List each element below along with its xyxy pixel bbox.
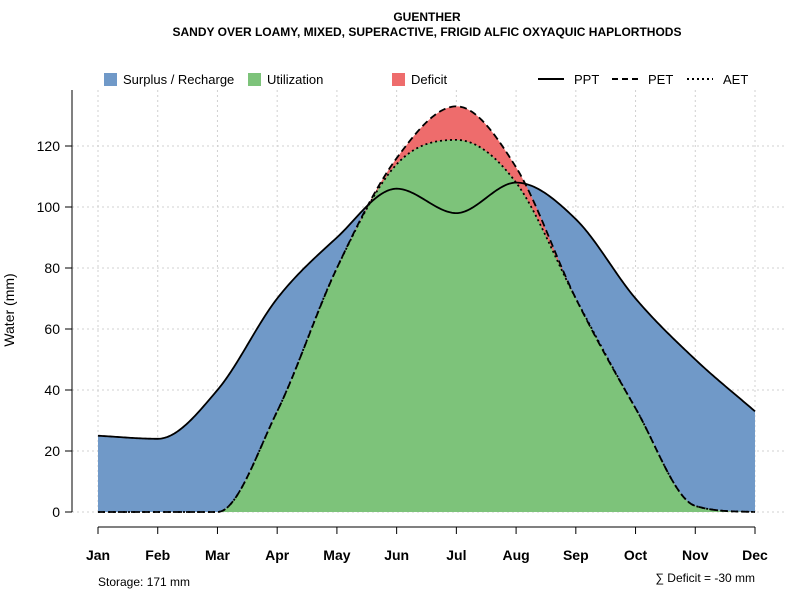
x-tick-label: Feb [145, 547, 170, 563]
y-tick-label: 60 [44, 321, 60, 337]
chart-subtitle: SANDY OVER LOAMY, MIXED, SUPERACTIVE, FR… [173, 25, 682, 39]
y-tick-label: 0 [52, 504, 60, 520]
deficit-annotation: ∑ Deficit = -30 mm [655, 571, 755, 585]
legend-label: Deficit [411, 72, 448, 87]
aet-line [98, 138, 756, 513]
series-lines [97, 105, 756, 513]
y-tick-label: 120 [37, 138, 61, 154]
legend-swatch [104, 73, 117, 86]
x-tick-label: Jan [86, 547, 110, 563]
x-tick-label: Nov [682, 547, 709, 563]
y-tick-label: 80 [44, 260, 60, 276]
x-tick-label: Apr [265, 547, 290, 563]
x-tick-label: Mar [205, 547, 230, 563]
x-tick-label: Jun [384, 547, 409, 563]
legend-label: Surplus / Recharge [123, 72, 234, 87]
x-tick-label: Oct [624, 547, 648, 563]
pet-line [98, 105, 756, 513]
legend-swatch [248, 73, 261, 86]
x-tick-label: Dec [742, 547, 768, 563]
legend-label: Utilization [267, 72, 323, 87]
x-tick-label: Jul [446, 547, 466, 563]
chart-title: GUENTHER [393, 10, 461, 24]
storage-annotation: Storage: 171 mm [98, 575, 190, 589]
utilization-area [98, 139, 755, 512]
legend: Surplus / Recharge Utilization Deficit PPT P… [104, 72, 748, 87]
y-tick-label: 20 [44, 443, 60, 459]
ppt-line [97, 181, 756, 440]
y-tick-label: 100 [37, 199, 61, 215]
y-tick-label: 40 [44, 382, 60, 398]
legend-label: PPT [574, 72, 599, 87]
x-tick-label: May [323, 547, 350, 563]
y-axis-label: Water (mm) [1, 273, 17, 346]
water-areas [98, 106, 755, 512]
legend-swatch [392, 73, 405, 86]
legend-label: PET [648, 72, 673, 87]
legend-label: AET [723, 72, 748, 87]
x-tick-label: Sep [563, 547, 589, 563]
x-tick-label: Aug [502, 547, 529, 563]
axes: 0 20 40 60 80 100 120 Jan Feb Mar Apr May Jun Jul Aug S… [37, 90, 768, 563]
